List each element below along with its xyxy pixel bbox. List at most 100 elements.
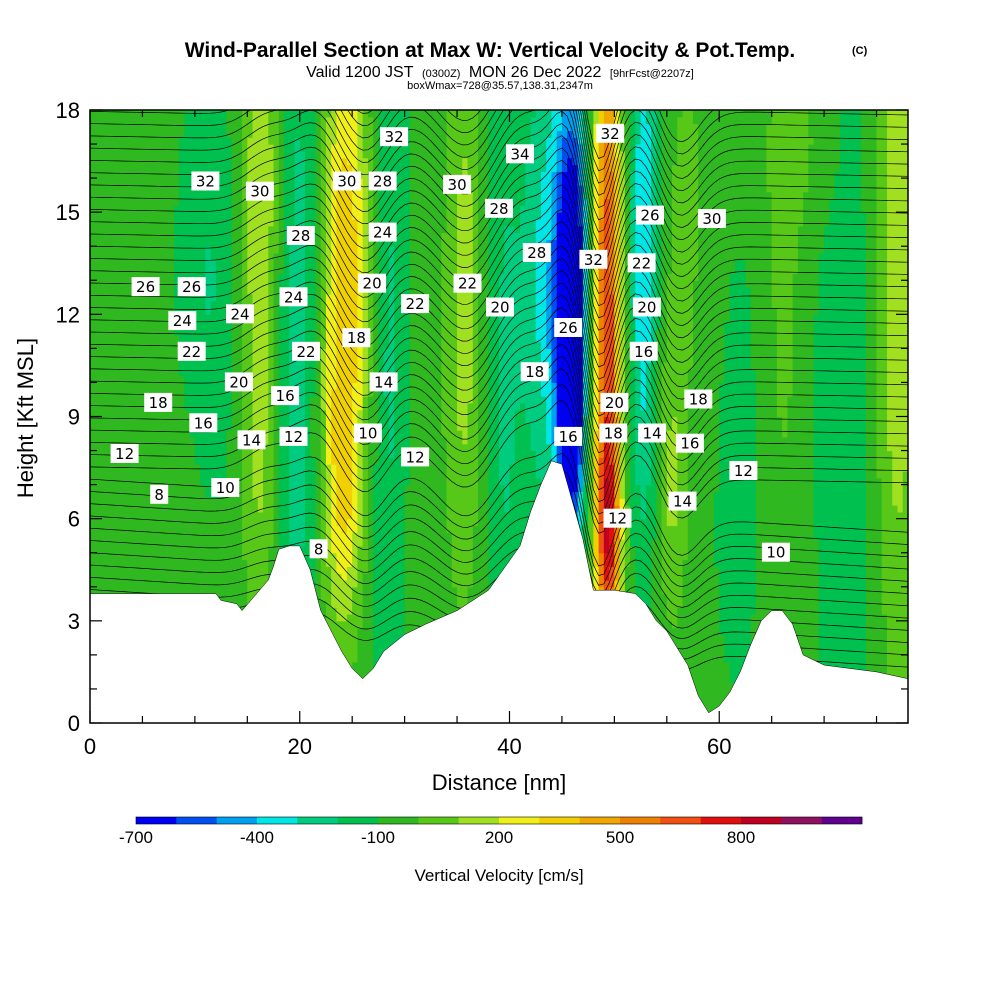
velocity-cell <box>116 409 123 418</box>
velocity-cell <box>189 137 196 145</box>
velocity-cell <box>273 314 280 322</box>
velocity-cell <box>200 307 206 315</box>
velocity-cell <box>210 253 217 261</box>
velocity-cell <box>210 334 217 343</box>
velocity-cell <box>236 178 243 186</box>
velocity-cell <box>341 573 348 581</box>
velocity-cell <box>278 212 285 220</box>
velocity-cell <box>158 191 165 200</box>
velocity-cell <box>341 416 348 424</box>
velocity-cell <box>221 218 227 227</box>
velocity-cell <box>163 144 170 152</box>
velocity-cell <box>126 232 133 241</box>
velocity-cell <box>210 287 217 295</box>
velocity-cell <box>273 287 280 295</box>
velocity-cell <box>362 450 369 458</box>
velocity-cell <box>189 327 196 336</box>
velocity-cell <box>367 464 374 472</box>
velocity-cell <box>179 545 185 554</box>
velocity-cell <box>367 116 374 125</box>
velocity-cell <box>121 355 128 363</box>
velocity-cell <box>357 518 364 527</box>
velocity-cell <box>168 511 175 520</box>
velocity-cell <box>189 239 196 247</box>
velocity-cell <box>336 620 343 629</box>
velocity-cell <box>221 368 227 377</box>
velocity-cell <box>105 253 112 261</box>
velocity-cell <box>357 389 364 397</box>
velocity-cell <box>110 198 117 206</box>
velocity-cell <box>147 164 154 172</box>
velocity-cell <box>110 396 117 404</box>
velocity-cell <box>215 144 222 152</box>
velocity-cell <box>336 266 343 275</box>
velocity-cell <box>294 171 301 179</box>
velocity-cell <box>320 205 327 213</box>
velocity-cell <box>268 205 275 213</box>
velocity-cell <box>200 518 206 527</box>
velocity-cell <box>331 430 338 438</box>
velocity-cell <box>373 545 379 554</box>
velocity-cell <box>278 253 285 261</box>
velocity-cell <box>257 559 264 567</box>
velocity-cell <box>336 212 343 220</box>
velocity-cell <box>116 491 123 499</box>
velocity-cell <box>100 348 107 356</box>
velocity-cell <box>221 191 227 200</box>
velocity-cell <box>90 205 96 213</box>
velocity-cell <box>268 539 275 547</box>
velocity-cell <box>325 620 332 629</box>
velocity-cell <box>310 430 317 438</box>
velocity-cell <box>110 266 117 275</box>
velocity-cell <box>268 498 275 506</box>
velocity-cell <box>184 423 191 431</box>
velocity-cell <box>90 423 96 431</box>
velocity-cell <box>173 396 180 404</box>
velocity-cell <box>90 171 96 179</box>
velocity-cell <box>110 368 117 377</box>
velocity-cell <box>215 123 222 132</box>
velocity-cell <box>310 396 317 404</box>
velocity-cell <box>242 205 248 213</box>
velocity-cell <box>252 157 259 166</box>
velocity-cell <box>362 470 369 479</box>
velocity-cell <box>100 321 107 329</box>
velocity-cell <box>236 409 243 418</box>
velocity-cell <box>263 518 269 527</box>
velocity-cell <box>362 191 369 200</box>
velocity-cell <box>168 327 175 336</box>
velocity-cell <box>304 532 311 540</box>
velocity-cell <box>126 511 133 520</box>
velocity-cell <box>205 396 212 404</box>
velocity-cell <box>110 157 117 166</box>
velocity-cell <box>278 464 285 472</box>
velocity-cell <box>325 239 332 247</box>
velocity-cell <box>352 498 359 506</box>
velocity-cell <box>341 491 348 499</box>
velocity-cell <box>200 552 206 561</box>
velocity-cell <box>294 505 301 513</box>
velocity-cell <box>100 341 107 349</box>
velocity-cell <box>362 648 369 656</box>
velocity-cell <box>221 573 227 581</box>
velocity-cell <box>352 198 359 206</box>
velocity-cell <box>367 164 374 172</box>
velocity-cell <box>231 184 238 193</box>
velocity-cell <box>152 477 159 486</box>
velocity-cell <box>252 144 259 152</box>
velocity-cell <box>105 116 112 125</box>
velocity-cell <box>105 137 112 145</box>
velocity-cell <box>320 123 327 132</box>
velocity-cell <box>284 348 290 356</box>
velocity-cell <box>278 171 285 179</box>
velocity-cell <box>210 375 217 384</box>
velocity-cell <box>116 532 123 540</box>
velocity-cell <box>289 307 296 315</box>
velocity-cell <box>184 362 191 370</box>
velocity-cell <box>90 150 96 159</box>
velocity-cell <box>315 593 322 601</box>
velocity-cell <box>184 457 191 465</box>
velocity-cell <box>252 198 259 206</box>
velocity-cell <box>184 416 191 424</box>
velocity-cell <box>252 389 259 397</box>
